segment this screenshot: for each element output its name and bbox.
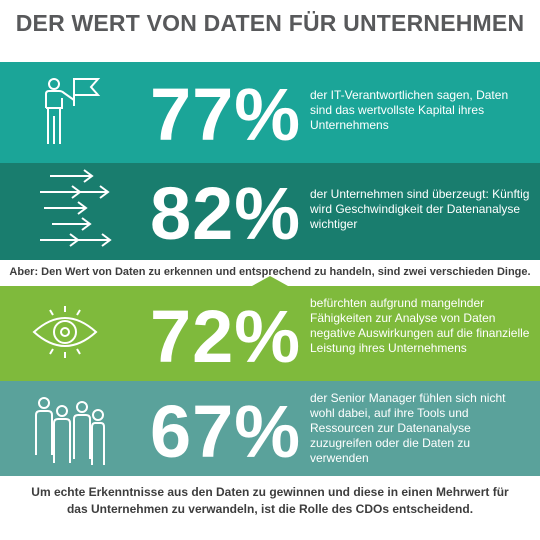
- stat-percent-1: 77%: [150, 73, 302, 156]
- stat-text-3: befürchten aufgrund mangelnder Fähigkeit…: [310, 296, 530, 355]
- note-text: Aber: Den Wert von Daten zu erkennen und…: [9, 266, 531, 278]
- stat-band-4: 67% der Senior Manager fühlen sich nicht…: [0, 381, 540, 476]
- band-notch-2: [252, 276, 288, 286]
- stat-band-3: 72% befürchten aufgrund mangelnder Fähig…: [0, 286, 540, 381]
- stat-text-4: der Senior Manager fühlen sich nicht woh…: [310, 391, 506, 465]
- stat-percent-3: 72%: [150, 295, 302, 378]
- page-title: DER WERT VON DATEN FÜR UNTERNEHMEN: [15, 10, 525, 36]
- stat-percent-2: 82%: [150, 172, 302, 255]
- stat-band-1: 77% der IT-Verantwortlichen sagen, Daten…: [0, 62, 540, 163]
- person-flag-icon: [45, 78, 101, 144]
- stat-text-1: der IT-Verantwortlichen sagen, Daten sin…: [310, 88, 509, 132]
- eye-icon: [32, 306, 98, 358]
- people-group-icon: [35, 397, 105, 465]
- footer-text: Um echte Erkenntnisse aus den Daten zu g…: [31, 485, 509, 516]
- stat-percent-4: 67%: [150, 390, 302, 473]
- stat-band-2: 82% der Unternehmen sind überzeugt: Künf…: [0, 163, 540, 260]
- stat-text-2: der Unternehmen sind überzeugt: Künftig …: [310, 187, 530, 231]
- arrows-icon: [40, 169, 112, 247]
